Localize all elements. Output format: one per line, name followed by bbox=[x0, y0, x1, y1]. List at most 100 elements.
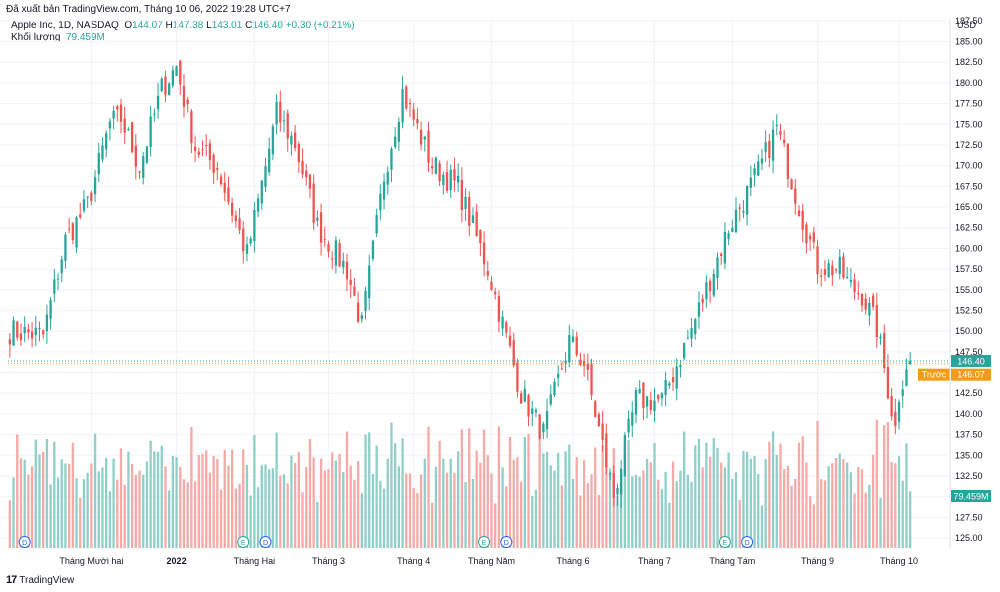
volume-bar bbox=[308, 438, 312, 548]
volume-bar bbox=[582, 460, 586, 548]
x-tick-label: Tháng 9 bbox=[801, 556, 834, 566]
candle-body bbox=[705, 282, 708, 300]
y-tick-label: 132.50 bbox=[955, 471, 983, 481]
candle-body bbox=[794, 188, 797, 204]
volume-bar bbox=[723, 467, 727, 548]
candle-body bbox=[542, 423, 545, 433]
volume-bar bbox=[579, 495, 582, 548]
volume-bar bbox=[594, 447, 597, 548]
volume-bar bbox=[442, 458, 445, 548]
candle-body bbox=[442, 174, 445, 186]
volume-bar bbox=[805, 462, 808, 548]
candle-body bbox=[894, 411, 897, 427]
volume-bar bbox=[720, 462, 723, 548]
volume-bar bbox=[405, 473, 408, 548]
candle-body bbox=[875, 305, 878, 338]
volume-bar bbox=[338, 453, 341, 548]
candle-body bbox=[686, 337, 690, 339]
candle-body bbox=[408, 103, 412, 105]
candle-body bbox=[664, 379, 667, 396]
candle-body bbox=[627, 418, 630, 433]
volume-bar bbox=[734, 472, 738, 548]
volume-bar bbox=[75, 478, 78, 548]
volume-bar bbox=[653, 443, 656, 548]
x-tick-label: Tháng 4 bbox=[397, 556, 430, 566]
volume-bar bbox=[590, 474, 593, 548]
price-axis[interactable]: 125.00127.50130.00132.50135.00137.50140.… bbox=[949, 16, 991, 548]
candle-body bbox=[405, 86, 408, 109]
volume-bar bbox=[801, 436, 804, 548]
time-axis[interactable]: Tháng Mười hai 2022 Tháng Hai Tháng 3 Tháng … bbox=[59, 556, 918, 566]
volume-bar bbox=[138, 470, 141, 548]
candle-body bbox=[623, 435, 627, 477]
candle-body bbox=[416, 118, 419, 124]
candle-body bbox=[534, 409, 538, 413]
candle-body bbox=[827, 263, 830, 278]
candle-body bbox=[38, 328, 41, 330]
volume-bar bbox=[434, 466, 438, 548]
last-price-tag bbox=[951, 354, 991, 367]
volume-bar bbox=[27, 474, 30, 548]
candle-body bbox=[56, 278, 60, 280]
candle-body bbox=[323, 239, 326, 241]
candle-body bbox=[379, 193, 382, 210]
volume-bar bbox=[638, 476, 641, 548]
volume-bar bbox=[353, 479, 356, 548]
y-tick-label: 127.50 bbox=[955, 512, 983, 522]
candle-body bbox=[168, 83, 171, 95]
volume-bar bbox=[82, 479, 86, 548]
candle-body bbox=[501, 316, 504, 329]
candle-body bbox=[464, 196, 467, 209]
volume-bar bbox=[705, 442, 708, 548]
candle-body bbox=[334, 240, 338, 266]
volume-bar bbox=[701, 467, 704, 548]
prev-close-tag-label: Trước bbox=[922, 370, 947, 380]
volume-bar bbox=[171, 455, 175, 548]
candle-body bbox=[97, 152, 100, 175]
volume-bar bbox=[260, 464, 263, 548]
candle-body bbox=[890, 396, 893, 417]
volume-bar bbox=[564, 451, 567, 548]
volume-bar bbox=[412, 488, 415, 548]
candle-body bbox=[538, 414, 541, 440]
candle-body bbox=[512, 340, 515, 366]
currency-label: USD bbox=[957, 20, 977, 30]
volume-bar bbox=[8, 500, 12, 548]
candle-body bbox=[130, 122, 134, 153]
volume-bar bbox=[742, 451, 745, 548]
candle-body bbox=[731, 227, 734, 232]
y-tick-label: 175.00 bbox=[955, 119, 983, 129]
candle-body bbox=[601, 423, 604, 440]
brand[interactable]: 17 TradingView bbox=[6, 574, 74, 586]
candle-body bbox=[871, 295, 875, 307]
volume-bar bbox=[738, 500, 741, 548]
volume-bar bbox=[390, 422, 393, 548]
volume-bar bbox=[312, 457, 315, 548]
candle-body bbox=[19, 333, 23, 341]
volume-bar bbox=[242, 449, 245, 548]
volume-bar bbox=[186, 482, 189, 548]
volume-bar bbox=[846, 462, 849, 548]
volume-bar bbox=[256, 487, 260, 548]
volume-bar bbox=[67, 463, 71, 548]
prev-close-tag bbox=[918, 368, 950, 381]
volume-bar bbox=[875, 419, 878, 548]
candle-body bbox=[8, 339, 12, 345]
volume-bar bbox=[282, 474, 286, 548]
volume-bar bbox=[868, 484, 871, 548]
volume-bar bbox=[60, 459, 63, 548]
candle-body bbox=[745, 185, 749, 215]
candle-body bbox=[227, 187, 230, 203]
volume-bar bbox=[386, 458, 389, 548]
x-tick-label: Tháng 10 bbox=[880, 556, 918, 566]
volume-bar bbox=[883, 425, 886, 548]
volume-bar bbox=[197, 454, 200, 548]
candle-body bbox=[305, 170, 308, 178]
candle-body bbox=[564, 361, 567, 363]
candle-body bbox=[268, 148, 271, 173]
candle-body bbox=[371, 240, 375, 259]
open-value: 144.07 bbox=[132, 20, 163, 31]
volume-bar bbox=[494, 503, 497, 548]
y-tick-label: 160.00 bbox=[955, 243, 983, 253]
